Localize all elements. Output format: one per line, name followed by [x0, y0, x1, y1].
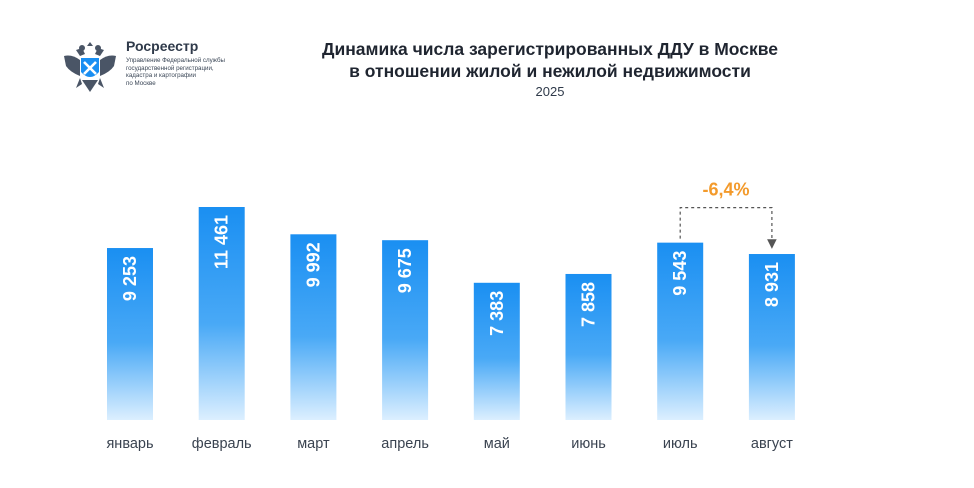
- bar-value-label: 9 992: [303, 242, 323, 287]
- bar-февраль: [198, 207, 245, 420]
- eagle-emblem-icon: [64, 42, 116, 92]
- category-label: август: [751, 436, 793, 452]
- category-label: январь: [106, 436, 153, 452]
- bar-value-label: 9 675: [395, 248, 415, 293]
- bar-value-label: 11 461: [212, 215, 232, 269]
- logo-subtitle-line: Управление Федеральной службы: [126, 57, 225, 64]
- category-label: апрель: [381, 436, 429, 452]
- bars-group: 9 253 11 461 9 992 9 675 7 383 7 858 9 543 8 93…: [107, 207, 795, 420]
- category-labels-group: январь февраль март апрель май июнь июль август: [106, 436, 793, 452]
- bar-value-label: 7 383: [487, 291, 507, 336]
- chart-subtitle: 2025: [535, 84, 565, 99]
- rosreestr-logo: Росреестр Управление Федеральной службы …: [60, 36, 260, 100]
- category-label: июль: [663, 436, 698, 452]
- bar-июль: [657, 242, 704, 420]
- chart-title: Динамика числа зарегистрированных ДДУ в …: [250, 38, 850, 99]
- logo-name: Росреестр: [126, 38, 199, 54]
- category-label: май: [484, 436, 510, 452]
- logo-subtitle-line: кадастра и картографии: [126, 72, 196, 80]
- bar-май: [473, 282, 520, 420]
- category-label: март: [297, 436, 330, 452]
- bar-value-label: 8 931: [762, 262, 782, 307]
- logo-subtitle-line: государственной регистрации,: [126, 64, 214, 72]
- bar-value-label: 7 858: [579, 282, 599, 327]
- bar-июнь: [565, 273, 612, 420]
- bar-март: [290, 234, 337, 420]
- change-bracket-arrow: [679, 207, 777, 249]
- bar-value-label: 9 253: [120, 256, 140, 301]
- chart-title-line: Динамика числа зарегистрированных ДДУ в …: [322, 39, 778, 59]
- bar-апрель: [382, 240, 429, 420]
- category-label: февраль: [192, 436, 252, 452]
- logo-subtitle-line: по Москве: [126, 79, 156, 87]
- chart-title-line: в отношении жилой и нежилой недвижимости: [349, 61, 751, 81]
- bar-value-label: 9 543: [670, 251, 690, 296]
- bar-август: [748, 254, 795, 420]
- logo-subtitle: Управление Федеральной службы государств…: [126, 57, 266, 87]
- change-percent-label: -6,4%: [703, 180, 750, 200]
- category-label: июнь: [571, 436, 606, 452]
- bar-январь: [107, 248, 153, 420]
- annotations-group: -6,4%: [679, 180, 777, 249]
